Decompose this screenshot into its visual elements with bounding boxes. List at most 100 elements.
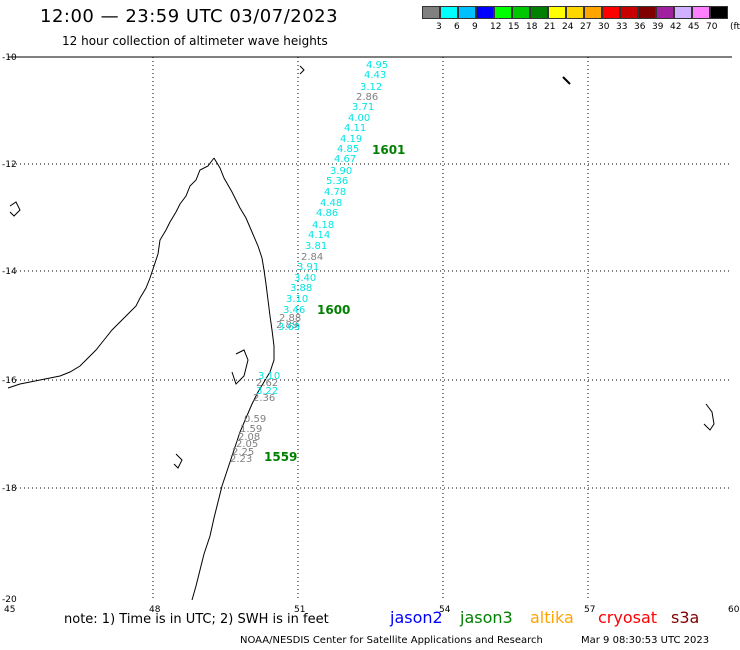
- wave-height-label: 3.10: [258, 371, 280, 382]
- wave-height-label: 1.59: [240, 424, 262, 435]
- wave-height-label: 2.84: [301, 252, 323, 263]
- legend-swatch: [620, 6, 638, 19]
- pass-time-label: 1559: [264, 450, 297, 464]
- legend-swatch: [710, 6, 728, 19]
- wave-height-label: 2.23: [230, 454, 252, 465]
- axis-labels: 45 48 51 54 57 60 -10 -12 -14 -16 -18 -20: [2, 53, 740, 615]
- legend-swatch: [494, 6, 512, 19]
- wave-height-label: 2.86: [356, 92, 378, 103]
- island-east-2: [703, 403, 715, 431]
- pass-time-label: 1601: [372, 143, 405, 157]
- altimeter-track: 4.954.433.122.863.714.004.114.194.854.67…: [230, 60, 405, 465]
- wave-height-label: 5.36: [326, 176, 348, 187]
- legend-swatch: [674, 6, 692, 19]
- wave-height-label: 2.08: [238, 432, 260, 443]
- legend-label: 70: [706, 22, 718, 32]
- pass-time-label: 1600: [317, 303, 350, 317]
- wave-height-label: 2.36: [253, 393, 275, 404]
- legend-swatch: [548, 6, 566, 19]
- wave-height-label: 3.69: [278, 322, 300, 333]
- wave-height-label: 4.78: [324, 187, 346, 198]
- legend-label: 6: [454, 22, 460, 32]
- legend-swatch: [476, 6, 494, 19]
- chart-title: 12:00 — 23:59 UTC 03/07/2023: [40, 6, 339, 27]
- legend-label: 3: [436, 22, 442, 32]
- wave-height-label: 0.59: [244, 414, 266, 425]
- legend-label: (ft): [730, 22, 740, 32]
- legend-label: 45: [688, 22, 700, 32]
- wave-height-label: 3.10: [286, 294, 308, 305]
- legend-swatch: [440, 6, 458, 19]
- legend-label: 15: [508, 22, 520, 32]
- legend-label: 24: [562, 22, 574, 32]
- footer-note: note: 1) Time is in UTC; 2) SWH is in fe…: [64, 612, 329, 627]
- legend-label: 36: [634, 22, 646, 32]
- wave-height-label: 2.89: [276, 320, 298, 331]
- wave-height-label: 4.14: [308, 230, 330, 241]
- wave-height-label: 3.12: [360, 82, 382, 93]
- wave-height-label: 2.25: [232, 447, 254, 458]
- island-north: [9, 65, 305, 217]
- wave-height-label: 3.46: [283, 305, 305, 316]
- legend-swatch: [530, 6, 548, 19]
- legend-label: 33: [616, 22, 628, 32]
- legend-swatch: [638, 6, 656, 19]
- mission-cryosat: cryosat: [598, 608, 658, 627]
- wave-height-label: 4.18: [312, 220, 334, 231]
- coast-inlet: [231, 349, 249, 385]
- longitude-label: 48: [149, 605, 161, 615]
- latitude-label: -18: [2, 484, 17, 494]
- wave-height-label: 3.90: [330, 166, 352, 177]
- legend-swatch: [512, 6, 530, 19]
- longitude-label: 60: [728, 605, 740, 615]
- wave-height-label: 4.95: [366, 60, 388, 71]
- legend-swatch: [602, 6, 620, 19]
- legend-swatch: [692, 6, 710, 19]
- legend-swatch: [656, 6, 674, 19]
- credit-line: NOAA/NESDIS Center for Satellite Applica…: [240, 635, 543, 646]
- wave-height-label: 3.40: [294, 273, 316, 284]
- island-east-1: [562, 76, 571, 85]
- legend-label: 30: [598, 22, 610, 32]
- latitude-label: -12: [2, 160, 17, 170]
- generation-timestamp: Mar 9 08:30:53 UTC 2023: [581, 635, 710, 646]
- legend-label: 9: [472, 22, 478, 32]
- wave-height-label: 4.86: [316, 208, 338, 219]
- wave-height-label: 4.48: [320, 198, 342, 209]
- wave-height-label: 4.11: [344, 123, 366, 134]
- mission-jason2: jason2: [390, 608, 443, 627]
- legend-label: 42: [670, 22, 682, 32]
- legend-label: 21: [544, 22, 556, 32]
- wave-height-label: 3.81: [305, 241, 327, 252]
- longitude-label: 51: [294, 605, 305, 615]
- wave-height-label: 2.62: [256, 378, 278, 389]
- latitude-label: -14: [2, 267, 17, 277]
- lat-lon-grid: [8, 57, 732, 599]
- wave-height-label: 4.00: [348, 113, 370, 124]
- mission-jason3: jason3: [460, 608, 513, 627]
- nosy-be-island: [173, 453, 183, 469]
- wave-height-label: 3.71: [352, 102, 374, 113]
- legend-swatch: [458, 6, 476, 19]
- mission-s3a: s3a: [671, 608, 700, 627]
- wave-height-label: 2.05: [236, 439, 258, 450]
- latitude-label: -20: [2, 595, 17, 605]
- wave-height-label: 3.91: [297, 262, 319, 273]
- wave-height-label: 4.85: [337, 144, 359, 155]
- legend-swatch: [584, 6, 602, 19]
- longitude-label: 57: [584, 605, 595, 615]
- madagascar-coastline: [7, 157, 275, 601]
- chart-subtitle: 12 hour collection of altimeter wave hei…: [62, 34, 328, 48]
- mission-altika: altika: [530, 608, 574, 627]
- legend-label: 27: [580, 22, 592, 32]
- latitude-label: -16: [2, 376, 17, 386]
- legend-label: 18: [526, 22, 538, 32]
- wave-height-label: 4.19: [340, 134, 362, 145]
- longitude-label: 45: [4, 605, 15, 615]
- wave-height-label: 3.22: [256, 386, 278, 397]
- wave-height-label: 4.43: [364, 70, 386, 81]
- legend-label: 12: [490, 22, 502, 32]
- wave-height-label: 3.88: [290, 283, 312, 294]
- longitude-label: 54: [439, 605, 451, 615]
